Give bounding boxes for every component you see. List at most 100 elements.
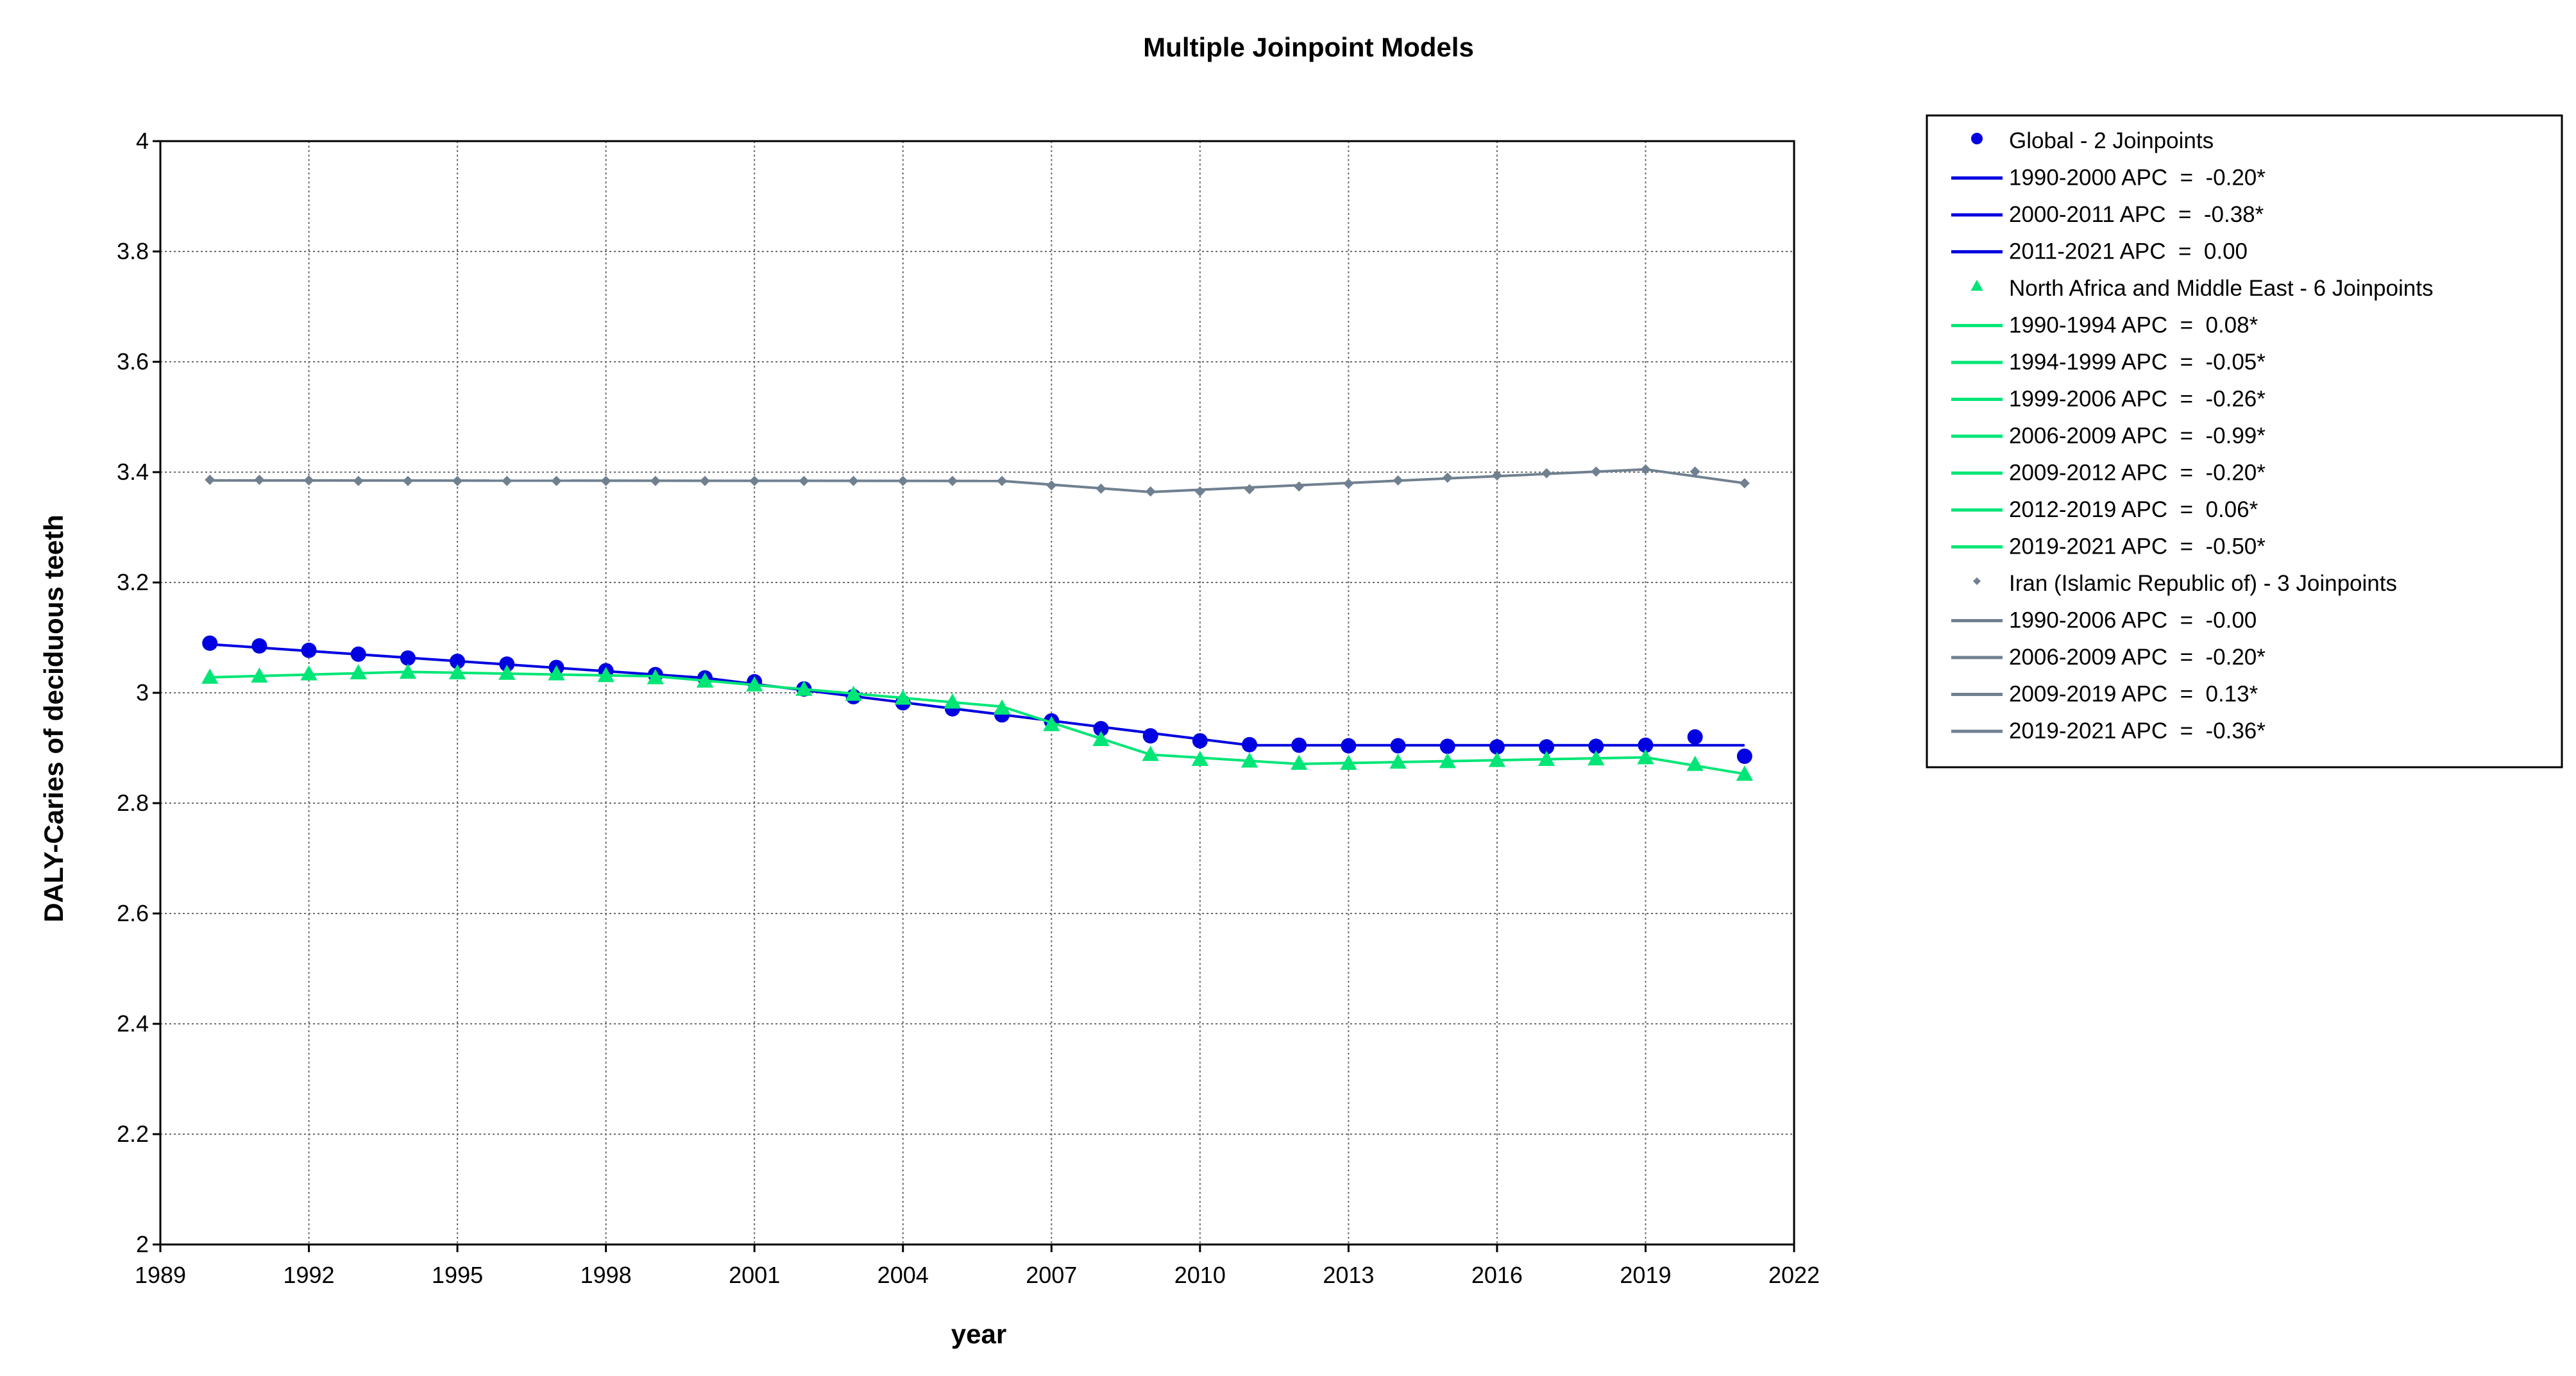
data-point: [350, 664, 367, 679]
data-point: [1294, 481, 1305, 492]
joinpoint-segment-line: [655, 675, 1003, 708]
x-tick-label: 2016: [1471, 1262, 1523, 1288]
data-point: [795, 681, 813, 696]
data-point: [1341, 738, 1357, 754]
data-point: [301, 642, 317, 658]
chart-title: Multiple Joinpoint Models: [1143, 32, 1474, 62]
data-point: [600, 475, 611, 486]
series-1: [202, 635, 1752, 764]
data-point: [1687, 729, 1703, 745]
data-point: [499, 656, 515, 672]
data-point: [894, 689, 911, 705]
data-point: [1191, 751, 1209, 766]
data-point: [1736, 765, 1754, 781]
data-point: [1290, 754, 1308, 770]
data-point: [1640, 464, 1651, 475]
data-point: [944, 693, 962, 709]
legend-segment-label: 1990-2006 APC = -0.00: [2009, 608, 2257, 633]
data-point: [1588, 738, 1604, 754]
data-point: [450, 653, 466, 669]
data-point: [647, 669, 665, 684]
legend-segment-label: 2006-2009 APC = -0.20*: [2009, 645, 2266, 670]
legend: Global - 2 Joinpoints 1990-2000 APC = -0.…: [1926, 114, 2563, 769]
joinpoint-segment-line: [1001, 705, 1151, 756]
data-point: [1690, 466, 1700, 477]
data-point: [1142, 728, 1158, 744]
legend-marker: [1971, 133, 1983, 144]
series-3: [205, 464, 1750, 497]
joinpoint-segment-line: [1299, 756, 1646, 765]
data-point: [1046, 480, 1057, 491]
data-point: [597, 667, 614, 683]
data-point: [1241, 752, 1258, 768]
data-point: [1439, 738, 1455, 754]
data-point: [1491, 470, 1502, 481]
data-point: [1539, 739, 1555, 755]
y-tick-label: 2.6: [117, 900, 149, 926]
data-point: [1093, 720, 1109, 736]
data-point: [745, 676, 763, 692]
data-point: [650, 475, 661, 486]
data-point: [799, 475, 809, 486]
data-point: [1291, 737, 1307, 753]
x-tick-label: 1998: [580, 1262, 632, 1288]
data-point: [303, 475, 314, 486]
data-point: [399, 663, 417, 679]
data-point: [1393, 475, 1403, 486]
legend-segment-label: 2009-2019 APC = 0.13*: [2009, 682, 2258, 707]
data-point: [993, 699, 1011, 715]
data-point: [845, 685, 862, 701]
legend-series-name: North Africa and Middle East - 6 Joinpoi…: [2009, 276, 2433, 301]
y-tick-label: 4: [136, 128, 149, 154]
axis-ticks: 1989 1992 1995 1998 2001 2004 2007 2010 2013 2016…: [117, 128, 1820, 1288]
legend-segment-label: 1999-2006 APC = -0.26*: [2009, 387, 2266, 412]
y-tick-label: 2.8: [117, 790, 149, 816]
legend-segment-label: 2009-2012 APC = -0.20*: [2009, 461, 2266, 486]
y-tick-label: 3.2: [117, 569, 149, 595]
legend-segment-label: 1990-2000 APC = -0.20*: [2009, 166, 2266, 191]
y-tick-label: 2.4: [117, 1010, 149, 1037]
data-point: [1442, 472, 1453, 483]
data-point: [997, 475, 1008, 486]
data-point: [1739, 478, 1750, 489]
data-point: [548, 665, 565, 681]
x-tick-label: 2013: [1323, 1262, 1374, 1288]
data-point: [452, 475, 463, 486]
y-tick-label: 3.4: [117, 459, 149, 485]
legend-segment-label: 2012-2019 APC = 0.06*: [2009, 497, 2258, 522]
x-axis-label: year: [951, 1319, 1006, 1349]
data-point: [202, 635, 218, 651]
legend-series-name: Iran (Islamic Republic of) - 3 Joinpoint…: [2009, 571, 2397, 596]
y-axis-label: DALY-Caries of deciduous teeth: [38, 514, 69, 922]
data-point: [1637, 749, 1654, 765]
x-tick-label: 2001: [729, 1262, 780, 1288]
data-point: [1541, 468, 1552, 479]
data-point: [300, 665, 318, 681]
data-point: [205, 475, 216, 486]
x-tick-label: 2007: [1026, 1262, 1077, 1288]
joinpoint-segment-line: [1001, 479, 1151, 493]
data-point: [498, 665, 516, 680]
data-point: [1340, 754, 1357, 770]
data-point: [254, 475, 265, 486]
x-tick-label: 1989: [135, 1262, 186, 1288]
x-tick-label: 2022: [1768, 1262, 1820, 1288]
legend-marker: [1973, 577, 1981, 585]
legend-series-name: Global - 2 Joinpoints: [2009, 128, 2214, 153]
x-tick-label: 1992: [283, 1262, 334, 1288]
data-point: [1145, 486, 1156, 497]
data-point: [551, 475, 562, 486]
x-tick-label: 2004: [877, 1262, 929, 1288]
data-point: [1343, 479, 1354, 489]
data-point: [1591, 466, 1602, 477]
legend-marker: [1970, 280, 1983, 291]
joinpoint-segment-line: [1150, 753, 1300, 765]
data-point: [1389, 753, 1407, 769]
data-point: [502, 475, 513, 486]
legend-segment-label: 2019-2021 APC = -0.50*: [2009, 534, 2266, 559]
data-point: [1489, 739, 1505, 755]
x-tick-label: 1995: [432, 1262, 483, 1288]
data-point: [251, 667, 268, 683]
data-point: [947, 475, 958, 486]
